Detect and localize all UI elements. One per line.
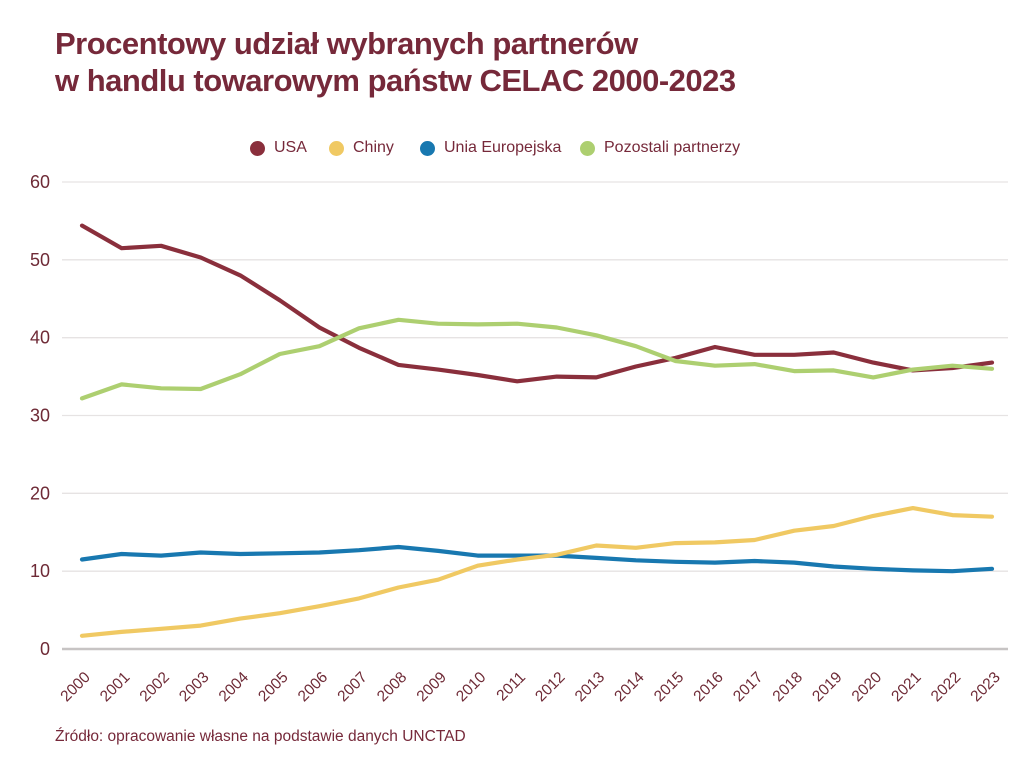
x-axis-tick-label: 2023 — [967, 669, 1003, 705]
x-axis-tick-label: 2019 — [809, 669, 845, 705]
x-axis-tick-label: 2006 — [295, 669, 331, 705]
x-axis-tick-label: 2021 — [888, 669, 924, 705]
chart-title: Procentowy udział wybranych partnerów w … — [55, 26, 975, 99]
legend-item-pozostali-partnerzy: Pozostali partnerzy — [580, 139, 740, 157]
legend: USA Chiny Unia Europejska Pozostali part… — [0, 139, 1024, 163]
source-note: Źródło: opracowanie własne na podstawie … — [55, 728, 466, 745]
x-axis-tick-label: 2014 — [611, 669, 648, 706]
legend-item-chiny: Chiny — [329, 139, 394, 157]
x-axis-tick-label: 2001 — [97, 669, 133, 705]
x-axis-tick-label: 2005 — [255, 669, 291, 705]
x-axis-tick-label: 2011 — [493, 669, 529, 705]
x-axis-tick-label: 2020 — [849, 669, 886, 706]
legend-label-unia-europejska: Unia Europejska — [444, 139, 562, 156]
y-axis-tick-label: 0 — [40, 639, 50, 659]
x-axis-tick-label: 2002 — [137, 669, 173, 705]
legend-item-usa: USA — [250, 139, 307, 157]
legend-swatch-unia-europejska — [420, 140, 435, 156]
legend-label-usa: USA — [274, 139, 307, 156]
line-chiny — [79, 506, 995, 638]
x-axis-tick-label: 2003 — [176, 669, 212, 705]
y-axis-tick-label: 40 — [30, 328, 50, 348]
chart-title-line1: Procentowy udział wybranych partnerów — [55, 26, 638, 61]
legend-swatch-usa — [250, 140, 265, 156]
x-axis-tick-label: 2013 — [572, 669, 608, 705]
x-axis-tick-label: 2009 — [414, 669, 450, 705]
x-axis-tick-label: 2010 — [453, 669, 490, 706]
chart-title-line2: w handlu towarowym państw CELAC 2000-202… — [55, 62, 736, 98]
x-axis-tick-label: 2015 — [651, 669, 687, 705]
y-axis-tick-label: 10 — [30, 561, 50, 581]
legend-swatch-chiny — [329, 140, 344, 156]
x-axis-tick-label: 2016 — [690, 669, 726, 705]
x-axis-tick-label: 2008 — [374, 669, 410, 705]
legend-label-pozostali-partnerzy: Pozostali partnerzy — [604, 139, 741, 156]
x-axis-tick-label: 2000 — [57, 669, 94, 706]
y-axis-tick-label: 30 — [30, 406, 50, 426]
x-axis-tick-label: 2007 — [334, 669, 370, 705]
x-axis-tick-label: 2022 — [928, 669, 964, 705]
y-axis-tick-label: 60 — [30, 172, 50, 192]
y-axis-tick-label: 20 — [30, 483, 50, 503]
x-axis-tick-label: 2018 — [770, 669, 806, 705]
x-axis-tick-label: 2017 — [730, 669, 766, 705]
legend-label-chiny: Chiny — [353, 139, 394, 156]
legend-item-unia-europejska: Unia Europejska — [420, 139, 561, 157]
line-pozostali-partnerzy — [79, 317, 995, 401]
legend-swatch-pozostali-partnerzy — [580, 140, 595, 156]
line-usa — [79, 223, 995, 384]
x-axis-tick-label: 2012 — [532, 669, 568, 705]
x-axis-tick-label: 2004 — [216, 669, 253, 706]
y-axis-tick-label: 50 — [30, 250, 50, 270]
